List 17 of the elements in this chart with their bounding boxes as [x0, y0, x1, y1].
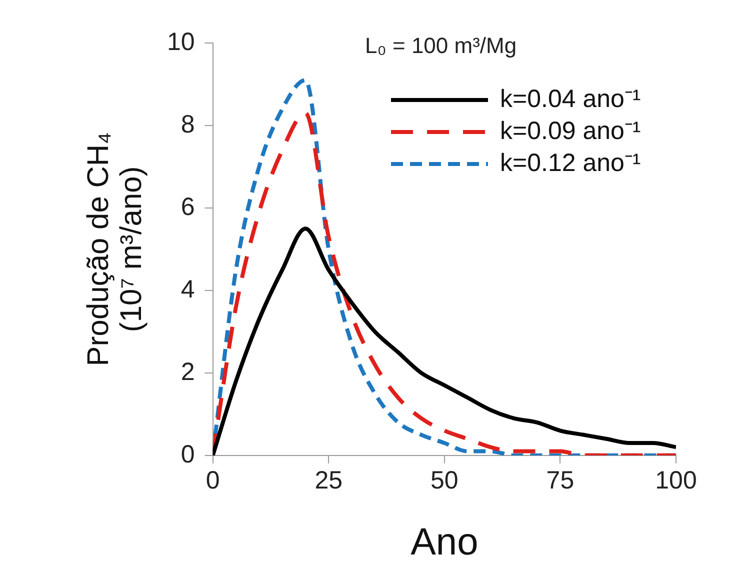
legend-label: k=0.12 ano⁻¹	[500, 148, 641, 177]
y-tick-label: 10	[166, 28, 195, 56]
y-tick-label: 8	[180, 110, 195, 138]
x-tick-label: 0	[206, 466, 220, 494]
legend-label: k=0.09 ano⁻¹	[500, 116, 641, 145]
x-tick-label: 75	[546, 466, 574, 494]
y-axis-title: Produção de CH₄ (10⁷ m³/ano)	[82, 132, 148, 366]
x-tick-label: 50	[430, 466, 458, 494]
x-tick-label: 25	[314, 466, 343, 494]
x-tick-label: 100	[655, 466, 697, 494]
legend-label: k=0.04 ano⁻¹	[500, 84, 641, 113]
y-tick-label: 4	[180, 275, 195, 304]
legend-title: L₀ = 100 m³/Mg	[365, 33, 517, 58]
y-tick-label: 2	[180, 358, 195, 386]
y-tick-label: 6	[180, 192, 195, 221]
x-axis-title: Ano	[410, 522, 478, 564]
y-tick-label: 0	[180, 440, 195, 468]
